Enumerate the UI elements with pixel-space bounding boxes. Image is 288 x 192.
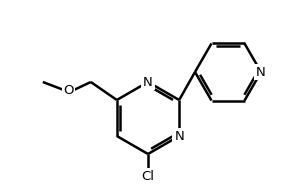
Text: O: O bbox=[64, 84, 74, 97]
Text: N: N bbox=[256, 65, 266, 79]
Text: Cl: Cl bbox=[141, 170, 154, 183]
Text: N: N bbox=[143, 75, 153, 89]
Text: N: N bbox=[174, 129, 184, 142]
